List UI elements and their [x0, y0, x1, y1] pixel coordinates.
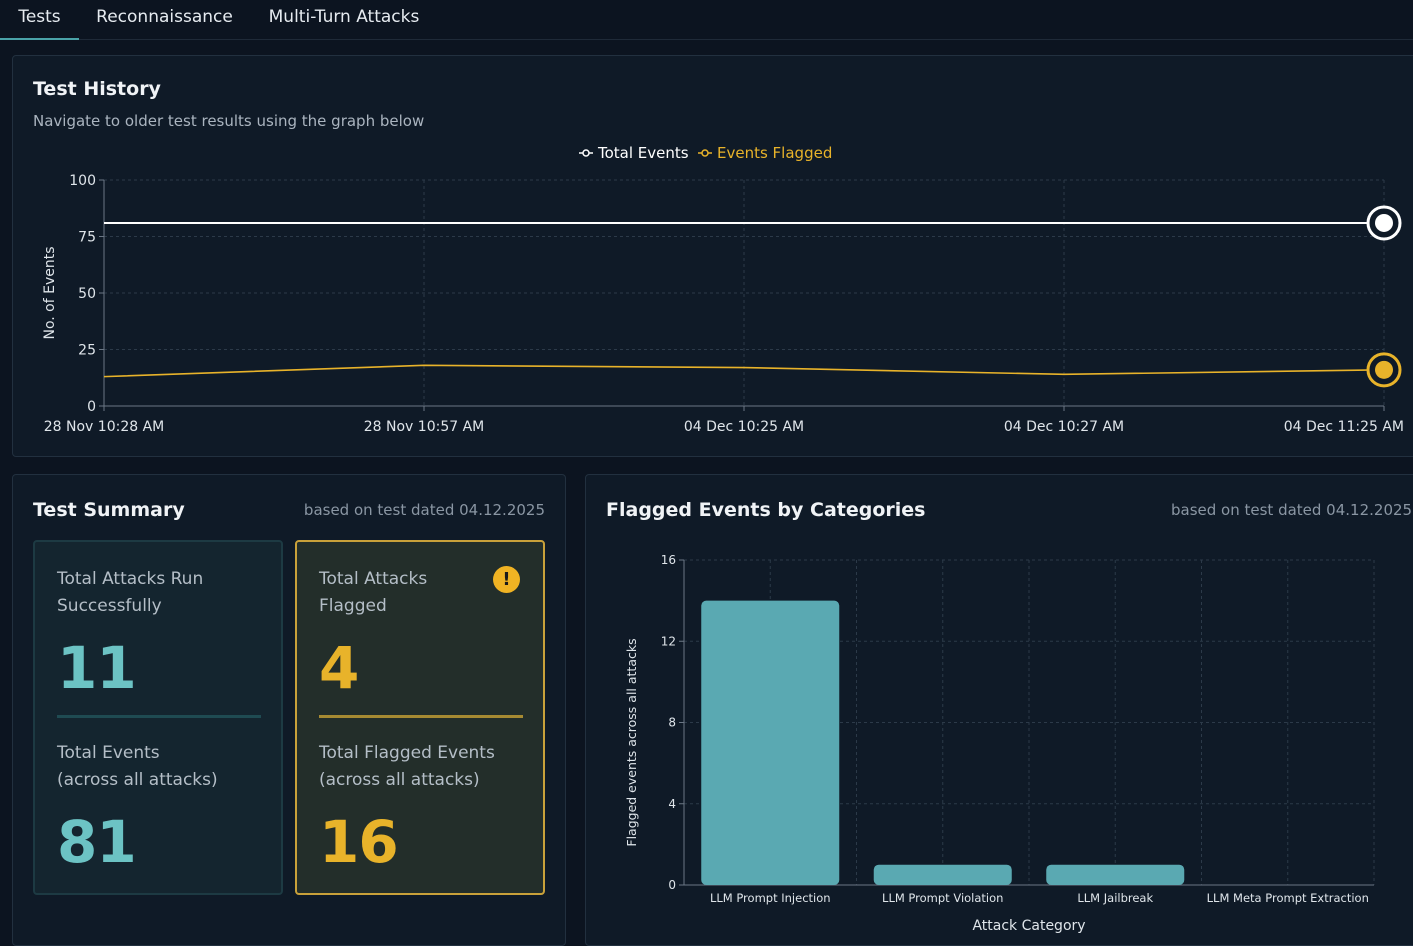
test-history-title: Test History — [33, 78, 161, 100]
bar — [701, 600, 840, 885]
legend-label: Events Flagged — [717, 144, 832, 162]
bar — [1046, 864, 1185, 885]
categories-panel: Flagged Events by Categories based on te… — [585, 474, 1413, 946]
attacks-run-label: Total Attacks Run Successfully — [57, 569, 204, 616]
x-tick-label: LLM Prompt Violation — [882, 891, 1003, 905]
legend-marker-dot — [701, 149, 709, 157]
events-flagged-line — [103, 364, 1385, 378]
y-tick-label: 4 — [668, 797, 676, 811]
events-flagged-selected-point — [1375, 360, 1393, 379]
card-divider — [319, 715, 523, 718]
x-tick-label: 04 Dec 11:25 AM — [1284, 419, 1404, 435]
categories-meta: based on test dated 04.12.2025 — [1171, 501, 1413, 519]
chart-legend: Total Events Events Flagged — [579, 144, 832, 162]
test-summary-panel: Test Summary based on test dated 04.12.2… — [12, 474, 566, 946]
card-divider — [57, 715, 261, 718]
x-tick-label: LLM Meta Prompt Extraction — [1207, 891, 1369, 905]
x-tick-label: 04 Dec 10:27 AM — [1004, 419, 1124, 435]
attacks-flagged-card: Total Attacks Flagged ! 4 Total Flagged … — [295, 540, 545, 895]
x-tick-label: 28 Nov 10:57 AM — [364, 419, 485, 435]
y-tick-label: 75 — [78, 230, 96, 246]
y-tick-label: 0 — [87, 399, 96, 415]
y-tick-label: 50 — [78, 286, 96, 302]
x-axis-label: Attack Category — [972, 918, 1085, 934]
legend-marker-dot — [582, 149, 590, 157]
total-events-selected-point — [1375, 213, 1393, 232]
y-tick-label: 0 — [668, 878, 676, 892]
test-summary-meta: based on test dated 04.12.2025 — [303, 501, 545, 519]
categories-title: Flagged Events by Categories — [606, 499, 926, 521]
y-tick-label: 16 — [661, 553, 676, 567]
test-history-chart[interactable]: Total Events Events Flagged 0 25 50 75 100 28 N… — [13, 136, 1413, 454]
legend-label: Total Events — [597, 144, 689, 162]
test-history-panel: Test History Navigate to older test resu… — [12, 55, 1413, 457]
attacks-run-card: Total Attacks Run Successfully 11 Total … — [33, 540, 283, 895]
tab-multi-turn-attacks[interactable]: Multi-Turn Attacks — [268, 7, 420, 27]
categories-bar-chart: 0 4 8 12 16 LLM Prompt Injection LLM Prompt Vi… — [624, 553, 1375, 934]
flagged-events-value: 16 — [319, 808, 399, 876]
tab-tests[interactable]: Tests — [0, 0, 79, 40]
y-axis-label: No. of Events — [42, 246, 58, 339]
x-tick-label: 04 Dec 10:25 AM — [684, 419, 804, 435]
y-tick-label: 12 — [661, 634, 676, 648]
attacks-flagged-value: 4 — [319, 634, 359, 702]
tab-bar: Tests Reconnaissance Multi-Turn Attacks — [0, 0, 1413, 40]
bar — [873, 864, 1012, 885]
flagged-events-label: Total Flagged Events (across all attacks… — [319, 743, 495, 790]
x-tick-label: LLM Prompt Injection — [710, 891, 831, 905]
test-history-subtitle: Navigate to older test results using the… — [33, 112, 425, 130]
x-tick-label: LLM Jailbreak — [1077, 891, 1153, 905]
y-axis-label: Flagged events across all attacks — [624, 638, 639, 846]
total-events-label: Total Events (across all attacks) — [57, 743, 218, 790]
tab-reconnaissance[interactable]: Reconnaissance — [96, 7, 233, 27]
attacks-flagged-label: Total Attacks Flagged — [319, 569, 428, 616]
total-events-value: 81 — [57, 808, 137, 876]
alert-icon: ! — [493, 566, 520, 593]
x-tick-label: 28 Nov 10:28 AM — [44, 419, 165, 435]
test-summary-title: Test Summary — [33, 499, 185, 521]
attacks-run-value: 11 — [57, 634, 137, 702]
y-tick-label: 8 — [668, 716, 676, 730]
y-tick-label: 100 — [69, 173, 96, 189]
y-tick-label: 25 — [78, 343, 96, 359]
